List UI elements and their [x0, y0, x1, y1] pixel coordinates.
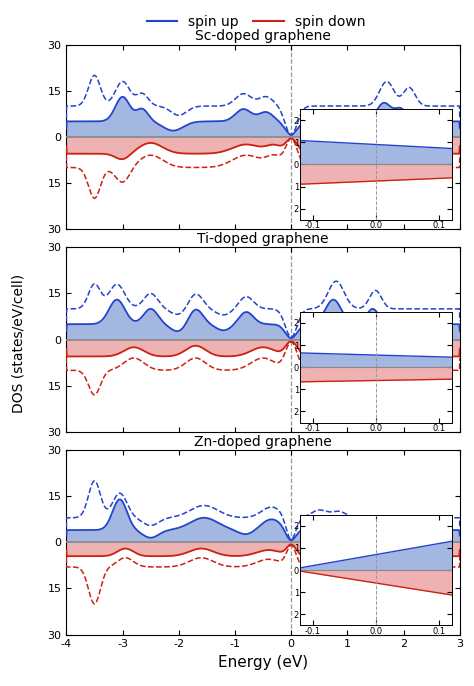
- X-axis label: Energy (eV): Energy (eV): [218, 655, 308, 670]
- Title: Sc-doped graphene: Sc-doped graphene: [195, 29, 331, 43]
- Title: Ti-doped graphene: Ti-doped graphene: [197, 233, 329, 246]
- Text: DOS (states/eV/cell): DOS (states/eV/cell): [12, 274, 26, 412]
- Legend: spin up, spin down: spin up, spin down: [141, 9, 371, 34]
- Title: Zn-doped graphene: Zn-doped graphene: [194, 435, 332, 449]
